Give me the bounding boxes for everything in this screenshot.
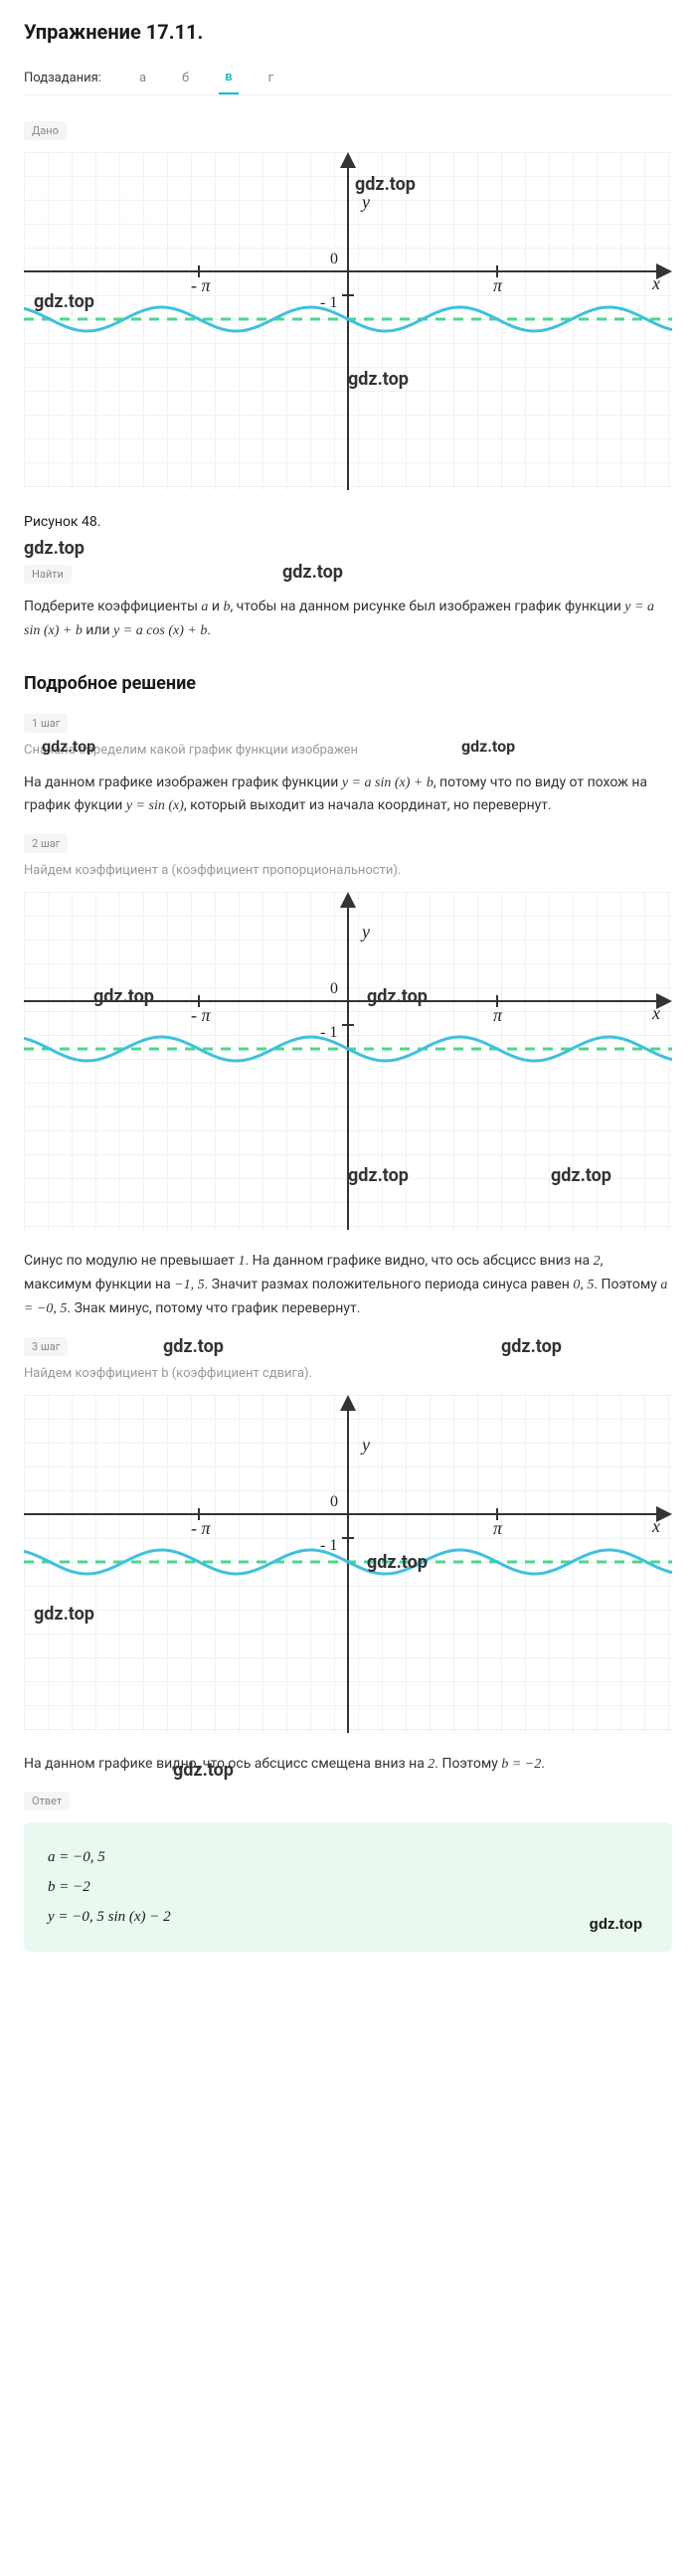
watermark-icon: gdz.top <box>501 1336 562 1357</box>
svg-text:x: x <box>651 273 660 293</box>
svg-text:- 1: - 1 <box>320 1024 337 1041</box>
svg-text:0: 0 <box>330 980 338 997</box>
svg-text:π: π <box>493 1005 503 1025</box>
step-1-text: На данном графике изображен график функц… <box>24 772 672 819</box>
answer-block: a = −0, 5 b = −2 y = −0, 5 sin (x) − 2 g… <box>24 1822 672 1952</box>
find-text: Подберите коэффициенты a и b, чтобы на д… <box>24 596 672 643</box>
answer-line-b: b = −2 <box>48 1872 648 1902</box>
chart-2: yx0- 1π- πgdz.topgdz.topgdz.topgdz.top <box>24 892 672 1230</box>
svg-text:- 1: - 1 <box>320 294 337 311</box>
svg-text:π: π <box>493 275 503 295</box>
svg-text:- 1: - 1 <box>320 1537 337 1554</box>
figure-label: Рисунок 48. <box>24 514 672 530</box>
subtasks-bar: Подзадания: а б в г <box>24 62 672 95</box>
answer-badge: Ответ <box>24 1792 70 1810</box>
step-1-badge: 1 шаг <box>24 714 68 733</box>
svg-text:π: π <box>493 1518 503 1538</box>
svg-text:0: 0 <box>330 251 338 267</box>
step-3-desc: Найдем коэффициент b (коэффициент сдвига… <box>24 1366 672 1381</box>
svg-text:x: x <box>651 1516 660 1536</box>
svg-text:- π: - π <box>191 275 211 295</box>
svg-text:y: y <box>360 922 370 942</box>
answer-line-y: y = −0, 5 sin (x) − 2 <box>48 1902 648 1932</box>
watermark-icon: gdz.top <box>163 1336 224 1357</box>
watermark-icon: gdz.top <box>590 1910 642 1940</box>
subtask-g[interactable]: г <box>262 63 279 93</box>
find-badge: Найти <box>24 565 72 584</box>
step-1-desc: Сначала определим какой график функции и… <box>24 743 672 758</box>
solution-heading: Подробное решение <box>24 673 672 694</box>
subtasks-label: Подзадания: <box>24 71 101 86</box>
step-2-desc: Найдем коэффициент a (коэффициент пропор… <box>24 863 672 878</box>
svg-text:y: y <box>360 1435 370 1455</box>
answer-line-a: a = −0, 5 <box>48 1842 648 1872</box>
svg-text:x: x <box>651 1003 660 1023</box>
svg-text:- π: - π <box>191 1518 211 1538</box>
step-2-text: Синус по модулю не превышает 1. На данно… <box>24 1250 672 1320</box>
step-2-badge: 2 шаг <box>24 834 68 853</box>
subtask-v[interactable]: в <box>219 62 238 94</box>
step-3-badge: 3 шаг <box>24 1337 68 1356</box>
watermark-icon: gdz.top <box>282 562 343 583</box>
chart-1: yx0- 1π- πgdz.topgdz.topgdz.top <box>24 152 672 490</box>
page-title: Упражнение 17.11. <box>24 20 672 44</box>
watermark-icon: gdz.top <box>24 538 85 559</box>
subtask-b[interactable]: б <box>176 63 195 93</box>
chart-3: yx0- 1π- πgdz.topgdz.top <box>24 1395 672 1733</box>
step-3-text: На данном графике видно, что ось абсцисс… <box>24 1753 672 1777</box>
given-badge: Дано <box>24 121 67 140</box>
svg-text:- π: - π <box>191 1005 211 1025</box>
svg-text:0: 0 <box>330 1493 338 1510</box>
svg-text:y: y <box>360 192 370 212</box>
subtask-a[interactable]: а <box>133 63 152 93</box>
